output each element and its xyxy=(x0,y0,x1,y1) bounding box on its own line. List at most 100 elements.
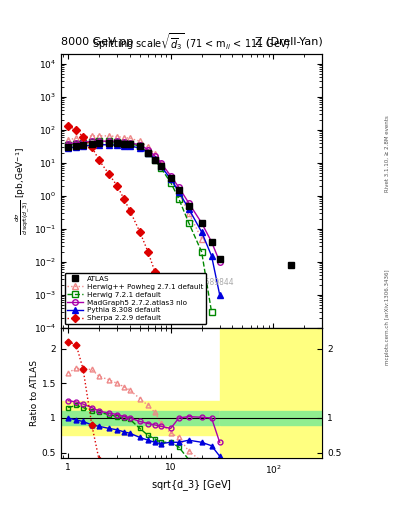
Sherpa 2.2.9 default xyxy=(81,134,86,140)
Herwig 7.2.1 default xyxy=(128,140,132,146)
Sherpa 2.2.9 default xyxy=(128,208,132,214)
Herwig 7.2.1 default xyxy=(107,138,111,144)
MadGraph5 2.7.2.atlas3 nlo xyxy=(97,138,101,144)
ATLAS xyxy=(176,187,181,193)
Herwig 7.2.1 default xyxy=(176,196,181,202)
Herwig++ Powheg 2.7.1 default xyxy=(121,135,126,141)
MadGraph5 2.7.2.atlas3 nlo xyxy=(158,160,163,166)
Herwig++ Powheg 2.7.1 default xyxy=(128,135,132,141)
Sherpa 2.2.9 default xyxy=(152,269,157,275)
Herwig 7.2.1 default xyxy=(74,140,79,146)
Pythia 8.308 default xyxy=(81,143,86,149)
Herwig 7.2.1 default xyxy=(199,249,204,255)
Pythia 8.308 default xyxy=(66,145,70,151)
Herwig 7.2.1 default xyxy=(81,140,86,146)
MadGraph5 2.7.2.atlas3 nlo xyxy=(115,138,119,144)
ATLAS xyxy=(121,140,126,146)
MadGraph5 2.7.2.atlas3 nlo xyxy=(66,140,70,146)
Sherpa 2.2.9 default xyxy=(74,126,79,133)
MadGraph5 2.7.2.atlas3 nlo xyxy=(168,173,173,179)
ATLAS xyxy=(138,143,142,149)
Legend: ATLAS, Herwig++ Powheg 2.7.1 default, Herwig 7.2.1 default, MadGraph5 2.7.2.atla: ATLAS, Herwig++ Powheg 2.7.1 default, He… xyxy=(64,273,206,324)
Line: MadGraph5 2.7.2.atlas3 nlo: MadGraph5 2.7.2.atlas3 nlo xyxy=(65,138,222,265)
MadGraph5 2.7.2.atlas3 nlo xyxy=(138,142,142,148)
Herwig++ Powheg 2.7.1 default xyxy=(81,134,86,140)
Line: Herwig++ Powheg 2.7.1 default: Herwig++ Powheg 2.7.1 default xyxy=(65,133,204,242)
Text: Z (Drell-Yan): Z (Drell-Yan) xyxy=(255,37,322,47)
Herwig 7.2.1 default xyxy=(186,220,191,226)
Line: Herwig 7.2.1 default: Herwig 7.2.1 default xyxy=(65,139,214,315)
Herwig++ Powheg 2.7.1 default xyxy=(152,151,157,157)
Sherpa 2.2.9 default xyxy=(97,157,101,163)
Pythia 8.308 default xyxy=(138,145,142,151)
Herwig++ Powheg 2.7.1 default xyxy=(90,133,94,139)
MadGraph5 2.7.2.atlas3 nlo xyxy=(186,200,191,206)
ATLAS xyxy=(107,140,111,146)
Herwig++ Powheg 2.7.1 default xyxy=(186,210,191,216)
Herwig 7.2.1 default xyxy=(152,157,157,163)
Herwig++ Powheg 2.7.1 default xyxy=(168,175,173,181)
Pythia 8.308 default xyxy=(90,142,94,148)
Pythia 8.308 default xyxy=(186,206,191,212)
ATLAS xyxy=(81,142,86,148)
Pythia 8.308 default xyxy=(199,229,204,235)
Herwig++ Powheg 2.7.1 default xyxy=(107,133,111,139)
ATLAS xyxy=(90,140,94,146)
Bar xyxy=(61,400,322,435)
ATLAS xyxy=(289,262,294,268)
MadGraph5 2.7.2.atlas3 nlo xyxy=(152,153,157,159)
Herwig 7.2.1 default xyxy=(90,139,94,145)
MadGraph5 2.7.2.atlas3 nlo xyxy=(146,146,151,153)
MadGraph5 2.7.2.atlas3 nlo xyxy=(90,138,94,144)
Sherpa 2.2.9 default xyxy=(115,183,119,189)
Herwig++ Powheg 2.7.1 default xyxy=(158,160,163,166)
Title: Splitting scale$\sqrt{\overline{d}_3}$ (71 < m$_{ll}$ < 111 GeV): Splitting scale$\sqrt{\overline{d}_3}$ (… xyxy=(92,31,291,52)
ATLAS xyxy=(217,256,222,262)
MadGraph5 2.7.2.atlas3 nlo xyxy=(74,140,79,146)
Herwig 7.2.1 default xyxy=(168,180,173,186)
Herwig++ Powheg 2.7.1 default xyxy=(199,236,204,242)
Pythia 8.308 default xyxy=(152,156,157,162)
Sherpa 2.2.9 default xyxy=(138,229,142,235)
MadGraph5 2.7.2.atlas3 nlo xyxy=(121,139,126,145)
Line: Pythia 8.308 default: Pythia 8.308 default xyxy=(65,142,222,297)
MadGraph5 2.7.2.atlas3 nlo xyxy=(176,184,181,190)
Herwig 7.2.1 default xyxy=(66,142,70,148)
MadGraph5 2.7.2.atlas3 nlo xyxy=(128,140,132,146)
Herwig++ Powheg 2.7.1 default xyxy=(97,133,101,139)
ATLAS xyxy=(115,140,119,146)
Sherpa 2.2.9 default xyxy=(90,144,94,150)
Sherpa 2.2.9 default xyxy=(146,249,151,255)
Line: Sherpa 2.2.9 default: Sherpa 2.2.9 default xyxy=(65,123,174,315)
FancyBboxPatch shape xyxy=(220,328,322,458)
Herwig 7.2.1 default xyxy=(97,138,101,144)
Pythia 8.308 default xyxy=(158,163,163,169)
Pythia 8.308 default xyxy=(209,253,214,259)
Y-axis label: Ratio to ATLAS: Ratio to ATLAS xyxy=(30,360,39,426)
Text: 8000 GeV pp: 8000 GeV pp xyxy=(61,37,133,47)
Sherpa 2.2.9 default xyxy=(107,171,111,177)
Pythia 8.308 default xyxy=(217,292,222,298)
Pythia 8.308 default xyxy=(107,142,111,148)
ATLAS xyxy=(186,203,191,209)
Y-axis label: $\frac{d\sigma}{d\,\mathrm{sqrt}(d\_3)}$ [pb,GeV$^{-1}$]: $\frac{d\sigma}{d\,\mathrm{sqrt}(d\_3)}$… xyxy=(14,146,32,235)
ATLAS xyxy=(128,141,132,147)
Herwig 7.2.1 default xyxy=(121,140,126,146)
Herwig++ Powheg 2.7.1 default xyxy=(176,190,181,196)
ATLAS xyxy=(74,143,79,149)
ATLAS xyxy=(66,144,70,150)
Pythia 8.308 default xyxy=(97,142,101,148)
Herwig 7.2.1 default xyxy=(209,309,214,315)
Herwig++ Powheg 2.7.1 default xyxy=(146,144,151,150)
X-axis label: sqrt{d$\_$3} [GeV]: sqrt{d$\_$3} [GeV] xyxy=(151,478,232,493)
ATLAS xyxy=(152,157,157,163)
Text: ATLAS_2017_I1589844: ATLAS_2017_I1589844 xyxy=(148,276,235,286)
Pythia 8.308 default xyxy=(176,189,181,195)
Herwig 7.2.1 default xyxy=(138,143,142,149)
Herwig++ Powheg 2.7.1 default xyxy=(66,137,70,143)
Line: ATLAS: ATLAS xyxy=(65,140,294,268)
MadGraph5 2.7.2.atlas3 nlo xyxy=(107,138,111,144)
Bar xyxy=(61,411,322,425)
Herwig 7.2.1 default xyxy=(158,165,163,171)
Pythia 8.308 default xyxy=(115,142,119,148)
